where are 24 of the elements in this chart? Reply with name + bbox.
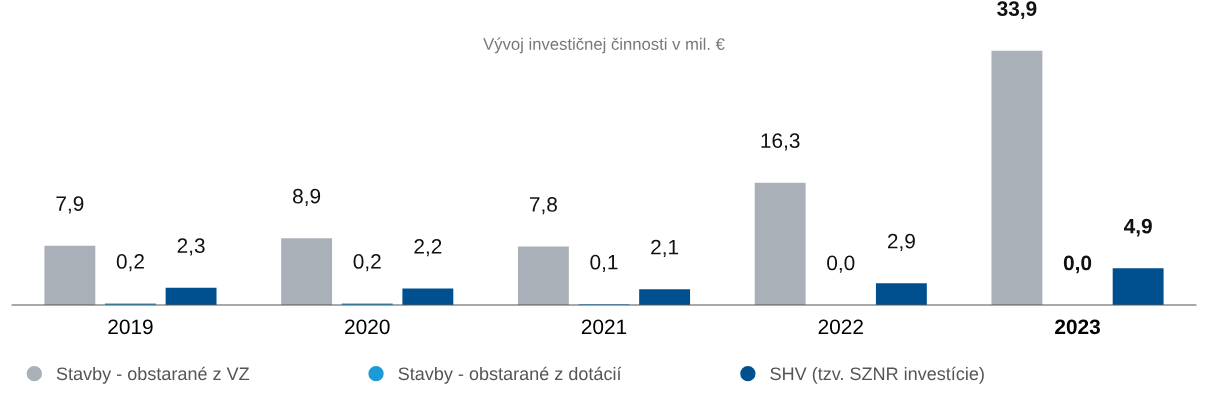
data-label: 0,1	[590, 254, 618, 273]
x-tick-label: 2020	[345, 319, 390, 335]
data-label: 0,0	[1063, 255, 1092, 274]
data-label: 7,8	[529, 197, 557, 215]
legend-label: SHV (tzv. SZNR investície)	[770, 366, 984, 384]
data-label: 0,2	[116, 254, 144, 272]
data-label: 4,9	[1123, 218, 1152, 237]
data-label: 2,2	[414, 239, 442, 257]
data-label: 2,3	[177, 238, 205, 256]
x-tick-label: 2023	[1055, 319, 1100, 335]
legend-label: Stavby - obstarané z VZ	[56, 366, 250, 384]
data-label: 16,3	[761, 133, 800, 151]
data-label: 33,9	[997, 1, 1037, 20]
data-label: 7,9	[56, 196, 84, 214]
legend-label: Stavby - obstarané z dotácií	[398, 366, 622, 384]
x-tick-label: 2021	[581, 319, 627, 335]
data-label: 0,2	[353, 254, 381, 272]
chart-title: Vývoj investičnej činnosti v mil. €	[483, 37, 725, 54]
x-tick-label: 2019	[108, 319, 153, 335]
data-label: 2,9	[887, 233, 915, 252]
data-label: 8,9	[293, 188, 321, 207]
x-tick-label: 2022	[818, 319, 863, 335]
data-label: 0,0	[827, 255, 855, 273]
data-label: 2,1	[651, 239, 679, 258]
